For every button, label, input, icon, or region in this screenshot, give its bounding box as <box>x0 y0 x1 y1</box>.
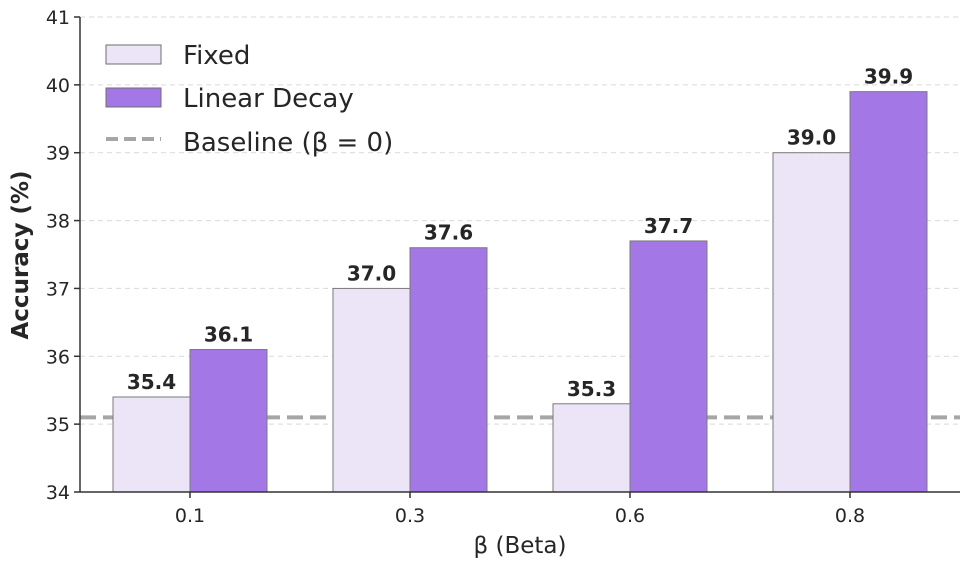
bar-1-2 <box>629 240 708 493</box>
bar-value-label-0-0: 35.4 <box>127 370 176 394</box>
bars <box>112 91 928 493</box>
x-axis-label: β (Beta) <box>474 533 567 559</box>
bar-0-1 <box>332 287 411 493</box>
bar-value-label-0-2: 35.3 <box>567 377 616 401</box>
y-axis-label: Accuracy (%) <box>8 170 34 339</box>
legend-label-linear-decay: Linear Decay <box>183 84 354 114</box>
tick-labels: 34 35 36 37 38 39 40 41 0.1 0.3 0.6 0.8 <box>46 7 865 527</box>
axes <box>79 17 960 493</box>
y-tick-label-6: 40 <box>46 75 70 97</box>
y-tick-label-2: 36 <box>46 346 70 368</box>
x-tick-label-0: 0.1 <box>175 505 205 527</box>
bar-0-0 <box>112 396 191 493</box>
legend-label-fixed: Fixed <box>183 41 250 71</box>
bar-value-label-1-0: 36.1 <box>204 323 253 347</box>
bar-1-0 <box>189 349 268 493</box>
bar-1-1 <box>409 247 488 493</box>
bar-1-3 <box>849 91 928 493</box>
y-tick-label-3: 37 <box>46 278 70 300</box>
legend-swatch-linear-decay <box>105 87 162 108</box>
bar-value-label-0-3: 39.0 <box>787 126 836 150</box>
y-tick-label-4: 38 <box>46 211 70 233</box>
y-tick-label-1: 35 <box>46 414 70 436</box>
bar-0-2 <box>552 403 631 493</box>
bar-value-label-1-3: 39.9 <box>864 65 913 89</box>
x-tick-label-3: 0.8 <box>835 505 865 527</box>
x-tick-label-1: 0.3 <box>395 505 425 527</box>
legend: Fixed Linear Decay Baseline (β = 0) <box>105 41 393 158</box>
y-tick-label-5: 39 <box>46 143 70 165</box>
bar-labels: 35.4 37.0 35.3 39.0 36.1 37.6 37.7 39.9 <box>127 65 913 401</box>
legend-label-baseline: Baseline (β = 0) <box>183 128 393 158</box>
bar-value-label-1-2: 37.7 <box>644 214 693 238</box>
bar-0-3 <box>772 152 851 493</box>
bar-value-label-1-1: 37.6 <box>424 221 473 245</box>
x-tick-label-2: 0.6 <box>615 505 645 527</box>
y-tick-label-7: 41 <box>46 7 70 29</box>
legend-swatch-fixed <box>105 44 162 65</box>
y-tick-label-0: 34 <box>46 482 70 504</box>
bar-value-label-0-1: 37.0 <box>347 261 396 285</box>
